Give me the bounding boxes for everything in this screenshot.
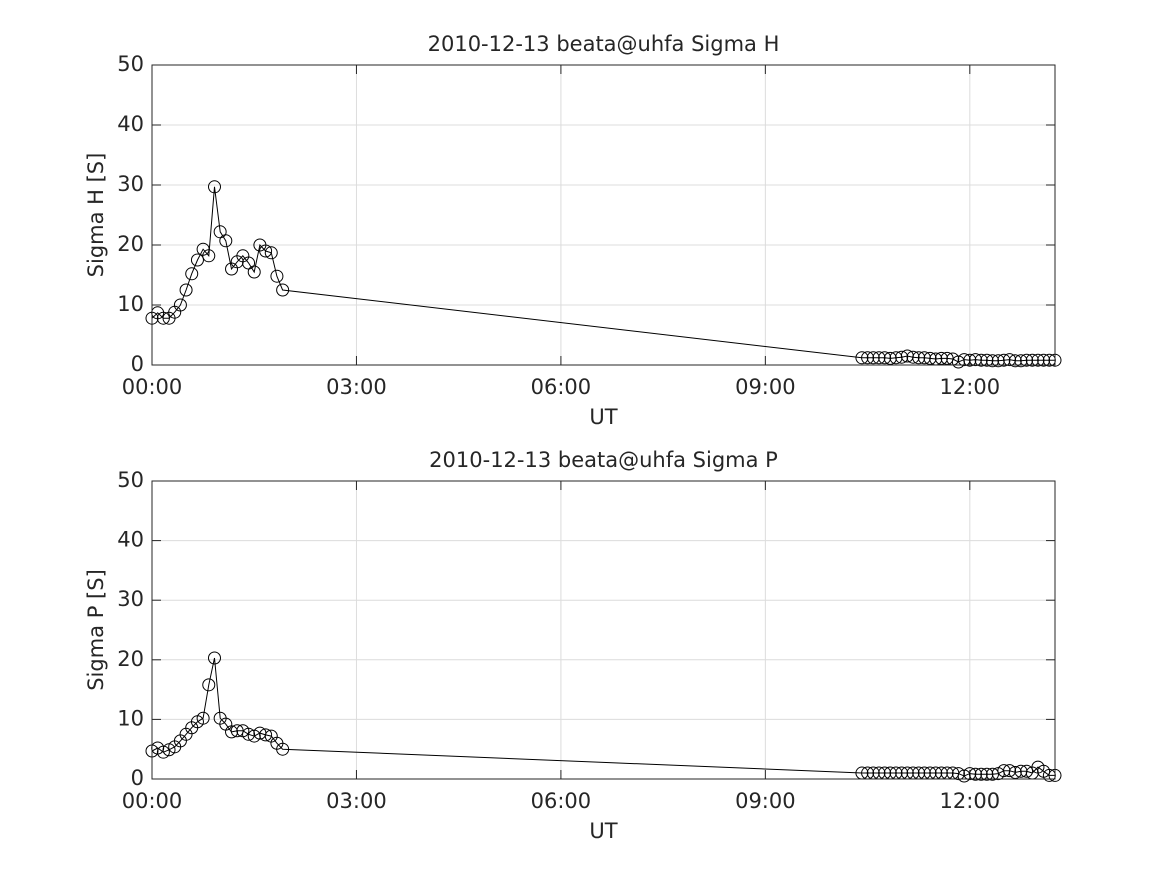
x-tick-label: 09:00 xyxy=(735,789,796,813)
marker xyxy=(1014,354,1028,368)
marker xyxy=(963,353,977,367)
x-axis-label: UT xyxy=(589,819,617,843)
x-tick-label: 06:00 xyxy=(531,789,592,813)
marker xyxy=(934,351,948,365)
marker xyxy=(173,298,187,312)
marker xyxy=(190,253,204,267)
marker xyxy=(207,180,221,194)
y-axis-label: Sigma H [S] xyxy=(84,153,108,278)
x-tick-label: 00:00 xyxy=(122,375,183,399)
marker xyxy=(259,244,273,258)
marker xyxy=(270,269,284,283)
x-axis-label: UT xyxy=(589,405,617,429)
marker xyxy=(963,767,977,781)
y-tick-label: 10 xyxy=(117,292,144,316)
marker xyxy=(986,354,1000,368)
marker xyxy=(1025,353,1039,367)
chart-title: 2010-12-13 beata@uhfa Sigma H xyxy=(428,32,780,56)
marker xyxy=(1003,764,1017,778)
marker xyxy=(1008,765,1022,779)
chart-title: 2010-12-13 beata@uhfa Sigma P xyxy=(429,448,778,472)
marker xyxy=(259,728,273,742)
marker xyxy=(1037,353,1051,367)
marker xyxy=(156,745,170,759)
x-tick-label: 09:00 xyxy=(735,375,796,399)
marker xyxy=(207,651,221,665)
y-axis-label: Sigma P [S] xyxy=(84,569,108,691)
y-tick-label: 40 xyxy=(117,528,144,552)
marker xyxy=(872,351,886,365)
marker xyxy=(951,767,965,781)
y-tick-label: 0 xyxy=(131,352,144,376)
marker xyxy=(264,246,278,260)
marker xyxy=(225,725,239,739)
marker xyxy=(1031,353,1045,367)
marker xyxy=(866,351,880,365)
marker xyxy=(968,353,982,367)
y-tick-label: 50 xyxy=(117,468,144,492)
marker xyxy=(1008,354,1022,368)
x-tick-label: 00:00 xyxy=(122,789,183,813)
x-tick-label: 06:00 xyxy=(531,375,592,399)
marker xyxy=(968,767,982,781)
marker xyxy=(895,350,909,364)
x-tick-label: 12:00 xyxy=(940,375,1001,399)
plot-frame xyxy=(151,64,1056,366)
marker xyxy=(912,351,926,365)
marker xyxy=(219,234,233,248)
y-tick-label: 0 xyxy=(131,766,144,790)
y-tick-label: 30 xyxy=(117,587,144,611)
marker xyxy=(276,742,290,756)
y-tick-label: 50 xyxy=(117,52,144,76)
plot-area xyxy=(152,481,1055,779)
marker xyxy=(1020,764,1034,778)
plot-area xyxy=(152,65,1055,365)
marker xyxy=(247,265,261,279)
marker xyxy=(980,767,994,781)
x-tick-label: 12:00 xyxy=(940,789,1001,813)
marker xyxy=(276,283,290,297)
y-tick-label: 40 xyxy=(117,112,144,136)
x-tick-label: 03:00 xyxy=(326,375,387,399)
marker xyxy=(185,267,199,281)
marker xyxy=(997,353,1011,367)
x-tick-label: 03:00 xyxy=(326,789,387,813)
marker xyxy=(1020,353,1034,367)
y-tick-label: 10 xyxy=(117,706,144,730)
marker xyxy=(202,249,216,263)
marker xyxy=(855,351,869,365)
marker xyxy=(196,711,210,725)
marker xyxy=(242,727,256,741)
marker xyxy=(878,351,892,365)
marker xyxy=(156,311,170,325)
marker xyxy=(179,283,193,297)
marker xyxy=(861,351,875,365)
marker xyxy=(202,678,216,692)
y-tick-label: 30 xyxy=(117,172,144,196)
plot-frame xyxy=(151,480,1056,780)
marker xyxy=(974,767,988,781)
marker xyxy=(991,354,1005,368)
marker xyxy=(906,350,920,364)
marker xyxy=(974,353,988,367)
y-tick-label: 20 xyxy=(117,647,144,671)
marker xyxy=(923,351,937,365)
y-tick-label: 20 xyxy=(117,232,144,256)
marker xyxy=(957,353,971,367)
marker xyxy=(980,353,994,367)
